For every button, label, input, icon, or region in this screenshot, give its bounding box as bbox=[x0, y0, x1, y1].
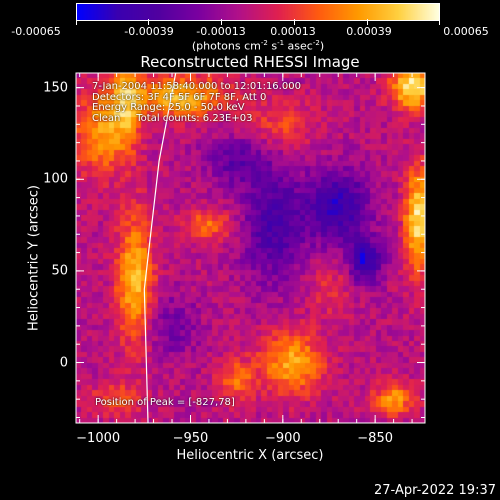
plot-frame bbox=[75, 72, 426, 424]
timestamp: 27-Apr-2022 19:37 bbox=[374, 483, 496, 498]
colorbar bbox=[76, 3, 440, 25]
colorbar-label: 0.00039 bbox=[346, 25, 392, 38]
info-detectors: Detectors: 3F 4F 5F 6F 7F 8F, Att 0 bbox=[92, 91, 267, 103]
colorbar-unit: (photons cm-2 s-1 asec-2) bbox=[191, 39, 325, 53]
y-tick-label: 0 bbox=[59, 355, 68, 371]
colorbar-tick bbox=[439, 19, 440, 25]
x-tick-label: −1000 bbox=[76, 431, 121, 446]
info-energy-range: Energy Range: 25.0 - 50.0 keV bbox=[92, 102, 245, 113]
info-total-counts: Clean Total counts: 6.23E+03 bbox=[92, 112, 253, 124]
colorbar-tick bbox=[76, 19, 77, 25]
x-axis-label: Heliocentric X (arcsec) bbox=[176, 448, 324, 463]
solar-limb-line bbox=[143, 72, 177, 424]
colorbar-label: -0.00065 bbox=[11, 25, 61, 38]
peak-position-label: Position of Peak = [-827,78] bbox=[95, 397, 235, 408]
colorbar-label: 0.00013 bbox=[270, 25, 316, 38]
heatmap-image bbox=[76, 73, 425, 423]
x-tick-label: −950 bbox=[172, 431, 209, 446]
colorbar-gradient bbox=[76, 3, 440, 21]
axis-ticks bbox=[76, 73, 425, 423]
colorbar-label: -0.00013 bbox=[196, 25, 246, 38]
info-box: 7-Jan-2004 11:58:40.000 to 12:01:16.000 D… bbox=[92, 81, 301, 124]
colorbar-label: 0.00065 bbox=[443, 25, 489, 38]
colorbar-tick bbox=[367, 19, 368, 25]
x-tick-label: −850 bbox=[357, 431, 393, 446]
info-time-range: 7-Jan-2004 11:58:40.000 to 12:01:16.000 bbox=[92, 81, 301, 92]
colorbar-label: -0.00039 bbox=[124, 25, 174, 38]
y-axis-label: Heliocentric Y (arcsec) bbox=[26, 185, 42, 331]
y-tick-label: 150 bbox=[43, 80, 68, 96]
colorbar-tick bbox=[294, 19, 295, 25]
colorbar-tick bbox=[148, 19, 149, 25]
x-tick-label: −900 bbox=[264, 431, 301, 446]
y-tick-label: 100 bbox=[43, 171, 68, 187]
chart-title: Reconstructed RHESSI Image bbox=[140, 53, 360, 71]
y-tick-label: 50 bbox=[51, 263, 68, 279]
colorbar-tick bbox=[221, 19, 222, 25]
